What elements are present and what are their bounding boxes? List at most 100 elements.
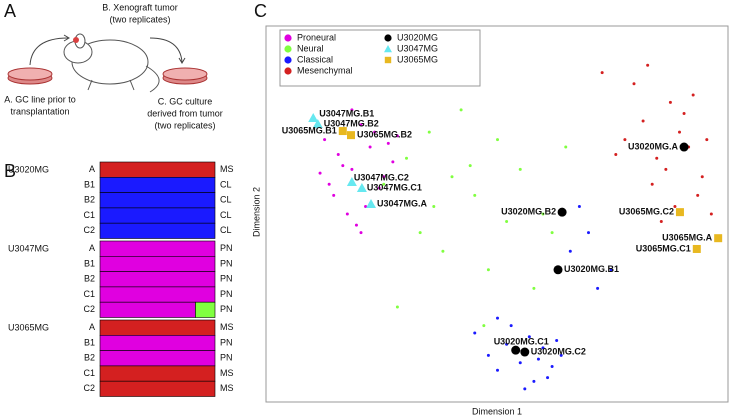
point xyxy=(650,182,654,186)
panel-label: A xyxy=(4,1,16,21)
sample-label: A xyxy=(89,243,95,253)
segment xyxy=(99,255,216,272)
legend-label: U3020MG xyxy=(397,32,438,42)
point xyxy=(678,130,681,134)
legend-label: U3065MG xyxy=(397,54,438,64)
point xyxy=(395,134,399,138)
y-axis-label: Dimension 2 xyxy=(251,187,261,237)
point xyxy=(486,353,490,357)
point xyxy=(373,130,377,134)
point xyxy=(596,286,600,290)
point-label: U3065MG.C1 xyxy=(636,243,691,253)
point xyxy=(505,342,509,346)
subtype-label: CL xyxy=(220,210,232,220)
sample-point xyxy=(346,131,355,140)
point xyxy=(532,286,536,290)
point xyxy=(587,231,590,235)
subtype-label: MS xyxy=(220,164,234,174)
point xyxy=(418,231,422,235)
point-label: U3047MG.A xyxy=(377,198,428,208)
point xyxy=(345,212,349,216)
point xyxy=(332,193,336,197)
point xyxy=(541,346,545,350)
legend-box xyxy=(279,29,481,87)
sample-point xyxy=(553,265,563,275)
point xyxy=(405,156,408,160)
legend-label: Proneural xyxy=(297,32,336,42)
point xyxy=(550,231,554,235)
point xyxy=(550,365,554,369)
point xyxy=(659,219,663,223)
subtype-label: PN xyxy=(220,304,233,314)
point xyxy=(691,93,695,97)
point xyxy=(377,186,381,190)
point xyxy=(509,324,513,328)
point xyxy=(427,130,431,134)
point xyxy=(577,205,581,209)
point xyxy=(609,268,613,272)
caption: (two replicates) xyxy=(154,120,215,130)
point xyxy=(527,335,531,339)
point xyxy=(382,175,386,179)
sample-point xyxy=(692,244,701,253)
sample-label: B1 xyxy=(84,337,95,347)
point xyxy=(364,205,368,209)
segment xyxy=(99,380,216,397)
point-label: U3047MG.B1 xyxy=(319,108,374,118)
point-label: U3065MG.B1 xyxy=(282,125,337,135)
point xyxy=(450,175,454,179)
segment xyxy=(195,301,216,318)
subtype-label: MS xyxy=(220,368,234,378)
subtype-label: MS xyxy=(220,322,234,332)
sample-point xyxy=(511,345,521,355)
point xyxy=(318,171,322,175)
point xyxy=(482,324,486,328)
segment xyxy=(99,207,216,224)
point xyxy=(673,205,677,209)
legend-label: Neural xyxy=(297,43,324,53)
caption: C. GC culture xyxy=(158,96,213,106)
segment xyxy=(99,319,216,336)
segment xyxy=(99,301,196,318)
caption: B. Xenograft tumor xyxy=(102,2,178,12)
sample-label: C2 xyxy=(83,383,95,393)
point xyxy=(496,138,499,142)
point xyxy=(646,63,650,67)
sample-label: C1 xyxy=(83,210,95,220)
point xyxy=(564,145,568,149)
point-label: U3020MG.C1 xyxy=(494,337,549,347)
dishes xyxy=(7,67,208,85)
sample-point xyxy=(557,207,567,217)
caption: A. GC line prior to xyxy=(4,94,76,104)
point xyxy=(568,249,572,253)
point xyxy=(382,182,386,186)
point xyxy=(473,331,477,335)
sample-label: C1 xyxy=(83,289,95,299)
point-label: U3065MG.A xyxy=(662,233,713,243)
point xyxy=(536,357,540,361)
legend-marker xyxy=(284,34,292,42)
subtype-label: CL xyxy=(220,179,232,189)
sample-label: C1 xyxy=(83,368,95,378)
sample-point xyxy=(312,118,323,128)
sample-label: B1 xyxy=(84,179,95,189)
subtype-label: PN xyxy=(220,337,233,347)
point-label: U3020MG.C2 xyxy=(531,346,586,356)
segment xyxy=(99,350,216,367)
legend-marker xyxy=(284,56,292,64)
sample-point xyxy=(366,198,377,208)
caption: transplantation xyxy=(10,106,69,116)
point xyxy=(632,82,636,86)
mouse-drawing xyxy=(63,33,160,93)
point xyxy=(623,138,627,142)
point xyxy=(532,379,536,383)
arrows xyxy=(29,34,186,66)
point xyxy=(354,223,358,227)
point-label: U3020MG.B1 xyxy=(564,264,619,274)
point xyxy=(655,156,659,160)
point xyxy=(668,100,672,104)
point xyxy=(641,119,645,123)
sample-label: C2 xyxy=(83,304,95,314)
panel-label: C xyxy=(254,1,267,21)
